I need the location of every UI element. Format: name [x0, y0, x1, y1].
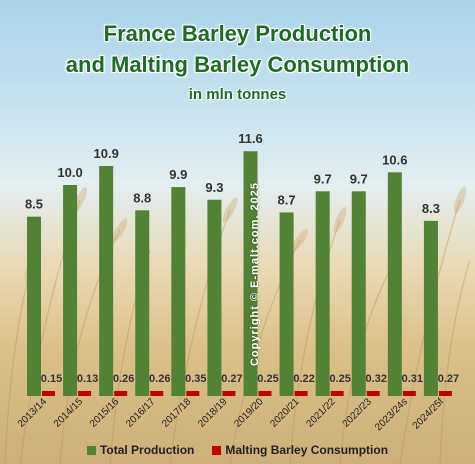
x-tick-label: 2022/23 — [341, 396, 375, 430]
production-value-label: 9.7 — [350, 171, 368, 186]
production-value-label: 10.9 — [94, 146, 119, 161]
chart-title-line-1: France Barley Production — [103, 21, 372, 46]
production-value-label: 10.6 — [382, 152, 407, 167]
consumption-bar — [42, 391, 55, 396]
consumption-bar — [78, 391, 92, 396]
x-tick-label: 2021/22 — [304, 396, 338, 430]
legend-item-consumption: Malting Barley Consumption — [212, 443, 388, 457]
production-value-label: 11.6 — [238, 131, 263, 146]
consumption-bar — [294, 391, 308, 396]
legend-swatch-consumption — [212, 445, 222, 455]
consumption-bar — [186, 391, 200, 396]
consumption-value-label: 0.26 — [113, 373, 134, 385]
production-bar — [207, 199, 222, 396]
production-bar — [423, 220, 438, 396]
legend-item-production: Total Production — [86, 443, 195, 457]
x-tick-label: 2014/15 — [52, 396, 86, 430]
x-tick-label: 2019/20 — [232, 396, 266, 430]
production-bar — [243, 151, 258, 396]
consumption-value-label: 0.13 — [77, 373, 98, 385]
consumption-value-label: 0.25 — [257, 373, 278, 385]
consumption-value-label: 0.31 — [402, 373, 423, 385]
x-tick-label: 2023/24s — [373, 396, 410, 433]
production-bar — [171, 187, 186, 396]
production-value-label: 8.8 — [133, 190, 151, 205]
consumption-bar — [258, 391, 272, 396]
consumption-bar — [114, 391, 128, 396]
production-bar — [63, 185, 78, 396]
production-bar — [27, 216, 41, 396]
consumption-value-label: 0.26 — [149, 373, 170, 385]
chart-title: France Barley Production and Malting Bar… — [0, 18, 475, 80]
production-value-label: 8.3 — [422, 201, 440, 216]
consumption-value-label: 0.25 — [329, 373, 350, 385]
legend-swatch-production — [86, 445, 96, 455]
production-bar — [351, 191, 366, 396]
production-bar — [315, 191, 330, 396]
production-bar — [279, 212, 294, 396]
consumption-value-label: 0.27 — [438, 373, 459, 385]
chart-title-line-2: and Malting Barley Consumption — [65, 52, 410, 77]
chart-subtitle: in mln tonnes — [188, 86, 287, 103]
legend-label-consumption: Malting Barley Consumption — [225, 443, 389, 457]
production-bar — [135, 210, 150, 396]
consumption-value-label: 0.32 — [366, 373, 387, 385]
production-bar — [99, 166, 114, 396]
chart-legend: Total Production Malting Barley Consumpt… — [0, 443, 475, 457]
bar-chart: 8.5 0.15 2013/14 10.0 0.13 2014/15 10.9 0.26 201… — [16, 131, 459, 433]
production-bar — [387, 172, 402, 396]
x-tick-label: 2024/25f — [411, 396, 446, 431]
production-value-label: 8.5 — [25, 197, 43, 212]
consumption-value-label: 0.15 — [41, 373, 62, 385]
x-tick-label: 2015/16 — [88, 396, 122, 430]
consumption-bar — [222, 391, 236, 396]
x-tick-label: 2016/17 — [124, 396, 158, 430]
production-value-label: 10.0 — [57, 165, 82, 180]
consumption-value-label: 0.35 — [185, 373, 206, 385]
production-value-label: 8.7 — [278, 192, 296, 207]
x-tick-label: 2013/14 — [16, 396, 50, 430]
legend-label-production: Total Production — [99, 443, 195, 457]
production-value-label: 9.9 — [169, 167, 187, 182]
production-value-label: 9.7 — [314, 171, 332, 186]
x-tick-label: 2020/21 — [268, 396, 302, 430]
x-tick-label: 2017/18 — [160, 396, 194, 430]
production-value-label: 9.3 — [205, 180, 223, 195]
consumption-bar — [150, 391, 164, 396]
consumption-bar — [330, 391, 344, 396]
consumption-bar — [402, 391, 416, 396]
consumption-value-label: 0.27 — [221, 373, 242, 385]
consumption-value-label: 0.22 — [293, 373, 314, 385]
x-tick-label: 2018/19 — [196, 396, 230, 430]
consumption-bar — [366, 391, 380, 396]
consumption-bar — [438, 391, 452, 396]
copyright-watermark: Copyright © E-malt.com, 2025 — [249, 181, 261, 367]
